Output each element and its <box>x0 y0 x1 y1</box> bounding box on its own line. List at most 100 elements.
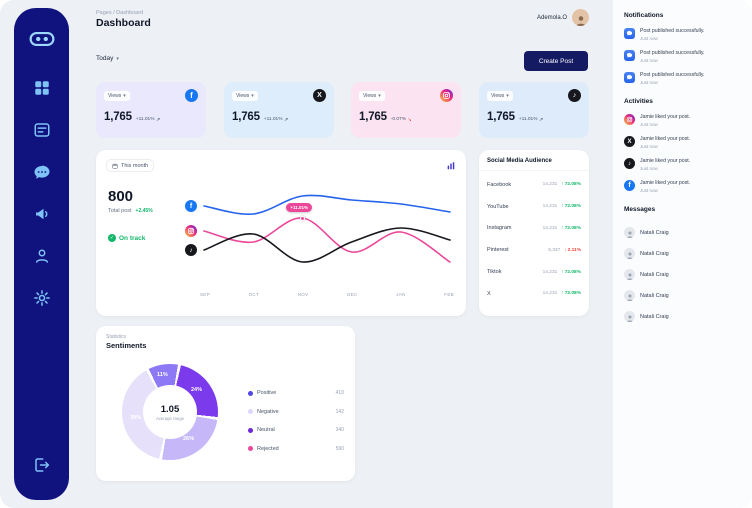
stat-change: +11.01% ↗ <box>135 116 161 123</box>
facebook-icon: f <box>624 180 635 191</box>
legend-item: Neutral 340 <box>248 421 344 440</box>
audience-row: Tiktok 14,231 ↑ 72.08% <box>487 269 581 276</box>
activity-item[interactable]: f Jamie liked your post. Just now <box>624 180 741 193</box>
tiktok-icon: ♪ <box>185 244 197 256</box>
segment-label: 11% <box>157 372 168 378</box>
arrow-up-icon: ↑ <box>561 204 564 210</box>
message-item[interactable]: Natali Craig <box>624 285 741 306</box>
stat-card-facebook: Views ▾ f 1,765 +11.01% ↗ <box>96 82 206 138</box>
x-tick: JAN <box>396 292 406 297</box>
audience-row: X 14,231 ↑ 72.08% <box>487 290 581 297</box>
views-dropdown[interactable]: Views ▾ <box>359 90 385 101</box>
chevron-down-icon: ▾ <box>123 92 126 99</box>
legend-dot <box>248 427 253 433</box>
arrow-up-icon: ↑ <box>561 291 564 297</box>
status-badge: ✓ On track <box>108 234 146 242</box>
x-tick: OCT <box>248 292 260 297</box>
x-tick: NOV <box>297 292 309 297</box>
sidebar-item-posts[interactable] <box>33 121 51 139</box>
instagram-icon <box>185 225 197 237</box>
legend-dot <box>248 390 253 396</box>
sentiments-title: Sentiments <box>106 341 147 350</box>
create-post-button[interactable]: Create Post <box>524 51 588 71</box>
facebook-icon: f <box>185 89 198 102</box>
chat-bubble-icon <box>624 28 635 39</box>
logo-icon[interactable] <box>29 26 55 57</box>
user-menu[interactable]: Ademola.O <box>505 9 589 26</box>
logout-icon <box>34 458 49 472</box>
notification-item[interactable]: Post published successfully. Just now <box>624 28 741 41</box>
tiktok-icon: ♪ <box>568 89 581 102</box>
arrow-up-icon: ↑ <box>561 182 564 188</box>
notification-item[interactable]: Post published successfully. Just now <box>624 72 741 85</box>
average-label: Average range <box>155 415 185 421</box>
avatar <box>572 9 589 26</box>
sidebar-item-messages[interactable] <box>33 163 51 181</box>
user-name: Ademola.O <box>536 14 567 21</box>
overview-card: This month 800 Total post +2.45% ✓ On tr… <box>96 150 466 316</box>
arrow-down-icon: ↓ <box>564 247 567 253</box>
segment-label: 39% <box>130 415 142 421</box>
period-dropdown[interactable]: Today ▾ <box>96 55 119 62</box>
audience-title: Social Media Audience <box>479 150 589 171</box>
views-dropdown[interactable]: Views ▾ <box>487 90 513 101</box>
trend-up-icon: ↗ <box>284 116 289 123</box>
chevron-down-icon: ▾ <box>506 92 509 99</box>
message-item[interactable]: Natali Craig <box>624 222 741 243</box>
chevron-down-icon: ▾ <box>116 55 119 62</box>
chart-type-button[interactable] <box>446 159 456 174</box>
activity-item[interactable]: ♪ Jamie liked your post. Just now <box>624 158 741 171</box>
line-chart: f ♪ +11.01% <box>185 172 454 280</box>
activity-item[interactable]: Jamie liked your post. Just now <box>624 114 741 127</box>
sidebar-item-profile[interactable] <box>33 247 51 265</box>
views-dropdown[interactable]: Views ▾ <box>104 90 130 101</box>
views-dropdown[interactable]: Views ▾ <box>232 90 258 101</box>
arrow-up-icon: ↑ <box>561 225 564 231</box>
sentiments-card: Statistics Sentiments 11% 24% 26% 39% 1.… <box>96 326 355 481</box>
x-axis-labels: SEP OCT NOV DEC JAN FEB <box>200 292 454 297</box>
sidebar-item-dashboard[interactable] <box>33 79 51 97</box>
page-title: Dashboard <box>96 17 151 29</box>
views-label: Views <box>491 92 505 99</box>
dashboard-grid-icon <box>34 81 49 95</box>
messages-title: Messages <box>624 206 656 213</box>
message-item[interactable]: Natali Craig <box>624 306 741 327</box>
sidebar-item-announcements[interactable] <box>33 205 51 223</box>
trend-up-icon: ↗ <box>539 116 544 123</box>
month-filter-button[interactable]: This month <box>106 159 155 172</box>
views-label: Views <box>363 92 377 99</box>
chart-point-marker <box>299 215 305 221</box>
legend-dot <box>248 409 253 415</box>
chat-bubble-icon <box>624 50 635 61</box>
legend-item: Positive 410 <box>248 384 344 403</box>
activities-title: Activities <box>624 98 653 105</box>
audience-row: Facebook 14,231 ↑ 72.08% <box>487 181 581 188</box>
notification-item[interactable]: Post published successfully. Just now <box>624 50 741 63</box>
activity-item[interactable]: X Jamie liked your post. Just now <box>624 136 741 149</box>
avatar <box>624 311 635 322</box>
stat-value: 1,765 <box>487 111 515 123</box>
x-tick: FEB <box>444 292 454 297</box>
sidebar-item-settings[interactable] <box>33 289 51 307</box>
message-item[interactable]: Natali Craig <box>624 243 741 264</box>
calendar-icon <box>112 163 118 168</box>
stat-card-instagram: Views ▾ 1,765 -0.07% ↘ <box>351 82 461 138</box>
right-panel: Notifications Post published successfull… <box>612 0 752 508</box>
average-value: 1.05 <box>160 403 180 415</box>
stat-value: 1,765 <box>104 111 132 123</box>
user-icon <box>35 249 48 263</box>
segment-label: 26% <box>183 436 195 442</box>
instagram-icon <box>624 114 635 125</box>
stat-card-tiktok: Views ▾ ♪ 1,765 +11.01% ↗ <box>479 82 589 138</box>
audience-row: Instagram 14,231 ↑ 72.08% <box>487 225 581 232</box>
chevron-down-icon: ▾ <box>251 92 254 99</box>
message-item[interactable]: Natali Craig <box>624 264 741 285</box>
tiktok-icon: ♪ <box>624 158 635 169</box>
facebook-icon: f <box>185 200 197 212</box>
chat-bubble-icon <box>624 72 635 83</box>
logout-button[interactable] <box>33 456 51 474</box>
audience-row: YouTube 14,231 ↑ 72.08% <box>487 203 581 210</box>
sidebar-nav <box>33 79 51 307</box>
breadcrumb: Pages / Dashboard <box>96 10 144 16</box>
